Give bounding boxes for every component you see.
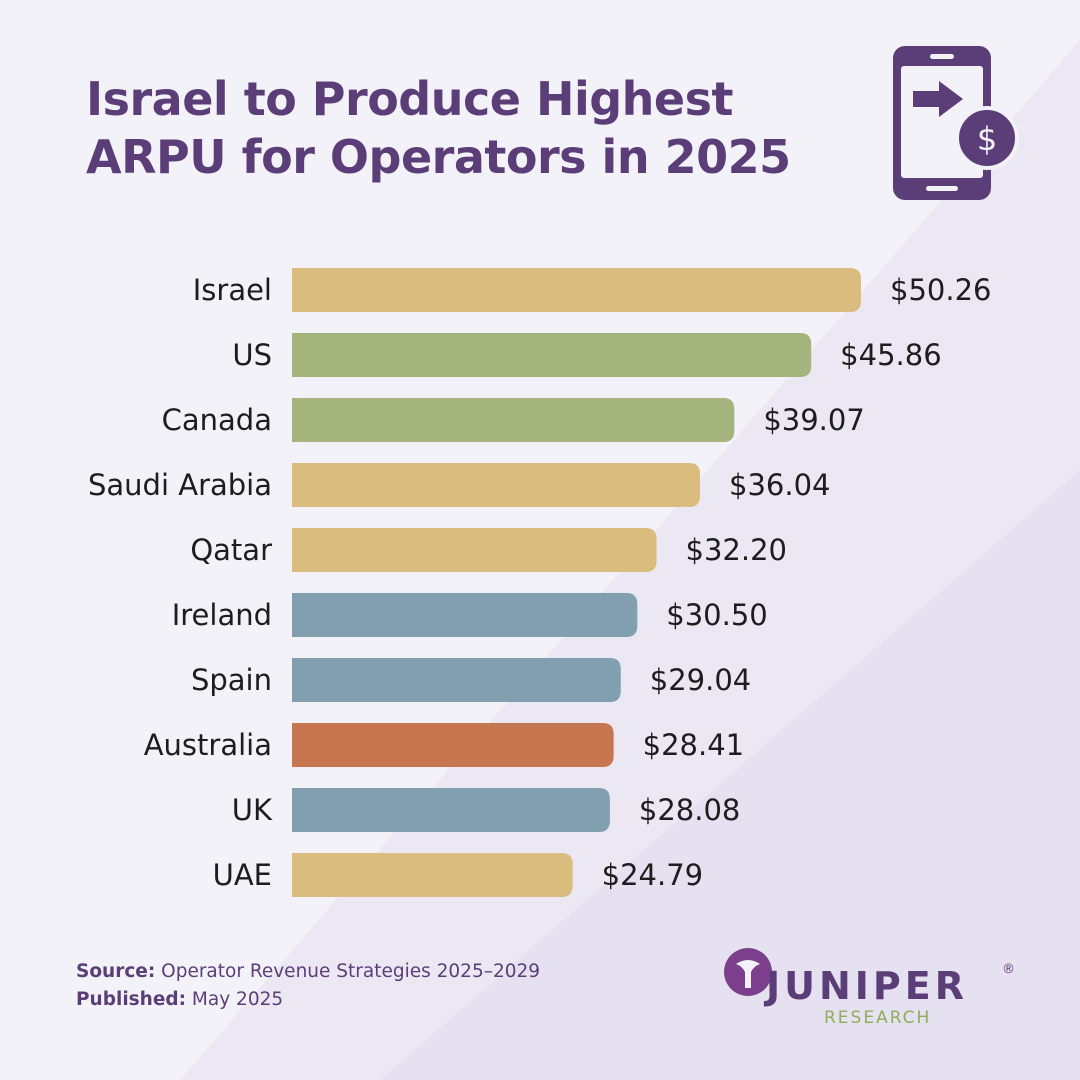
published-line: Published: May 2025 xyxy=(76,986,540,1014)
bar-row: Australia $28.41 xyxy=(144,723,744,767)
value-label: $28.08 xyxy=(639,793,740,827)
logo-subtitle: RESEARCH xyxy=(824,1008,932,1028)
svg-text:$: $ xyxy=(977,120,997,158)
juniper-logo-mark-icon xyxy=(724,948,772,996)
bar-row: Israel $50.26 xyxy=(193,268,991,312)
category-label: Ireland xyxy=(172,598,272,632)
bar xyxy=(292,333,812,377)
bar-chart: Israel $50.26 US $45.86 Canada $39.07 Saudi Ar… xyxy=(88,268,991,897)
bar xyxy=(292,268,861,312)
logo-wordmark: JUNIPER xyxy=(766,964,969,1008)
bar-row: US $45.86 xyxy=(232,333,942,377)
footer: Source: Operator Revenue Strategies 2025… xyxy=(76,958,540,1014)
bar-row: UAE $24.79 xyxy=(213,853,703,897)
published-label: Published: xyxy=(76,989,187,1010)
bar xyxy=(292,398,735,442)
category-label: Spain xyxy=(191,663,272,697)
bar xyxy=(292,788,610,832)
bar-row: Qatar $32.20 xyxy=(190,528,787,572)
category-label: Israel xyxy=(193,273,272,307)
value-label: $32.20 xyxy=(686,533,787,567)
bar xyxy=(292,723,614,767)
value-label: $50.26 xyxy=(890,273,991,307)
category-label: UK xyxy=(232,793,273,827)
source-label: Source: xyxy=(76,961,156,982)
source-value: Operator Revenue Strategies 2025–2029 xyxy=(161,961,541,982)
value-label: $36.04 xyxy=(729,468,830,502)
value-label: $29.04 xyxy=(650,663,751,697)
bar-row: Spain $29.04 xyxy=(191,658,751,702)
source-line: Source: Operator Revenue Strategies 2025… xyxy=(76,958,540,986)
bar-row: Saudi Arabia $36.04 xyxy=(88,463,830,507)
bar-row: UK $28.08 xyxy=(232,788,740,832)
bar xyxy=(292,463,701,507)
category-label: Qatar xyxy=(190,533,272,567)
mobile-payment-icon: $ xyxy=(893,46,1019,200)
bar-row: Canada $39.07 xyxy=(162,398,865,442)
value-label: $24.79 xyxy=(602,858,703,892)
logo-registered: ® xyxy=(1002,962,1015,977)
bar xyxy=(292,593,638,637)
juniper-logo: JUNIPER ® RESEARCH xyxy=(722,942,1022,1032)
value-label: $30.50 xyxy=(666,598,767,632)
bar xyxy=(292,658,621,702)
category-label: Australia xyxy=(144,728,272,762)
chart-title: Israel to Produce Highest ARPU for Opera… xyxy=(86,72,791,184)
bar-row: Ireland $30.50 xyxy=(172,593,768,637)
category-label: UAE xyxy=(213,858,272,892)
value-label: $45.86 xyxy=(840,338,941,372)
bar xyxy=(292,528,657,572)
published-value: May 2025 xyxy=(191,989,284,1010)
bar xyxy=(292,853,573,897)
category-label: Saudi Arabia xyxy=(88,468,272,502)
value-label: $39.07 xyxy=(763,403,864,437)
category-label: Canada xyxy=(162,403,272,437)
value-label: $28.41 xyxy=(643,728,744,762)
category-label: US xyxy=(232,338,272,372)
